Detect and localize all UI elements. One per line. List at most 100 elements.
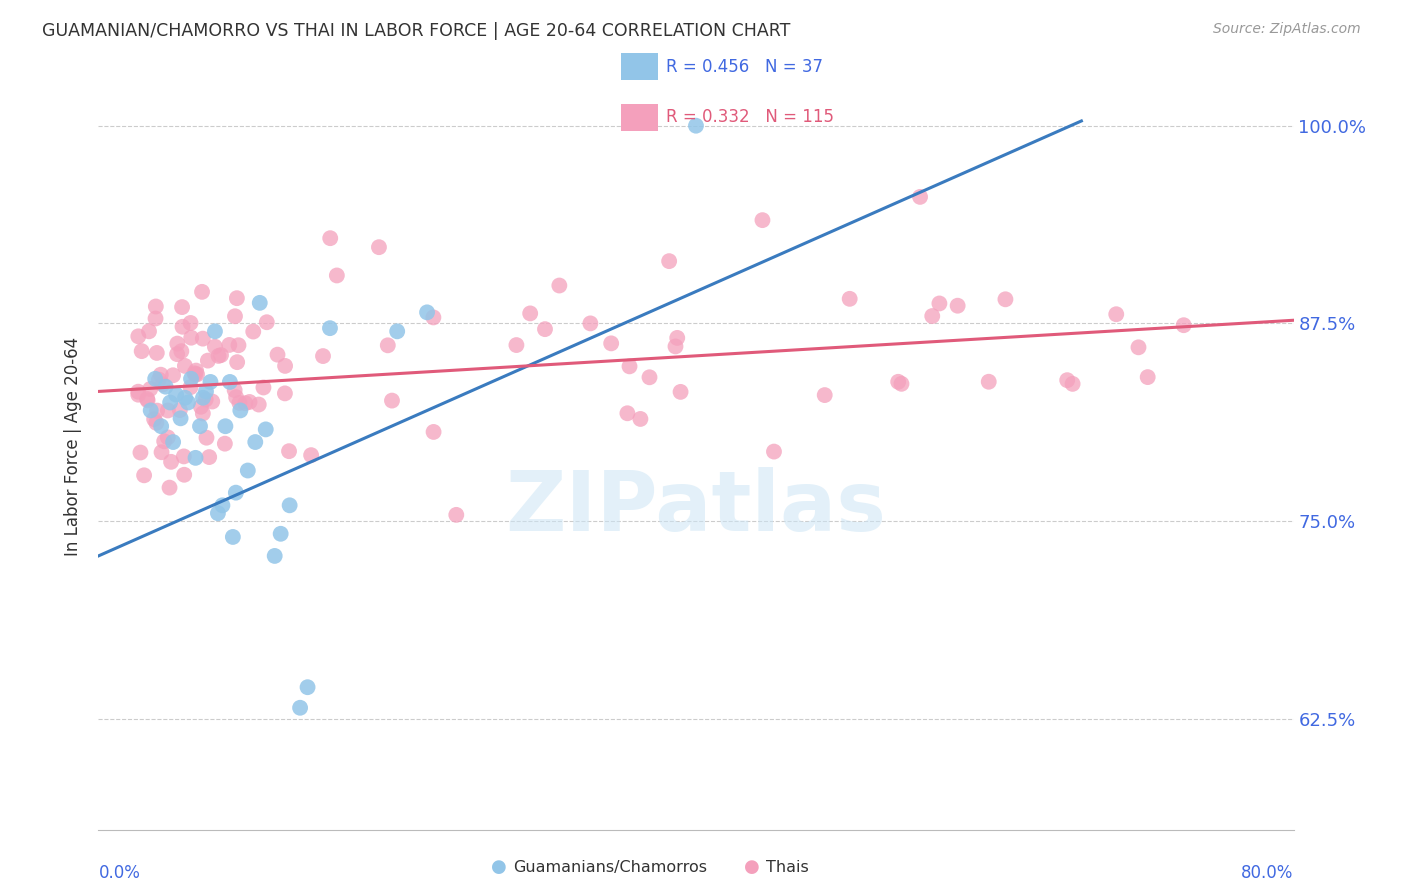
Point [153,434,176,449]
Point [169,403,191,417]
Point [505,338,527,352]
Point [921,309,943,323]
Point [226,355,249,369]
Point [166,336,188,351]
Point [214,419,236,434]
Point [225,291,247,305]
Point [299,448,322,462]
Point [156,430,179,444]
Point [416,305,439,319]
Point [236,463,259,477]
Point [143,372,166,386]
Text: Source: ZipAtlas.com: Source: ZipAtlas.com [1213,22,1361,37]
Point [177,395,200,409]
Point [173,450,195,464]
Point [238,395,260,409]
Point [143,412,166,426]
Text: 80.0%: 80.0% [1241,864,1294,882]
Point [129,445,152,459]
Y-axis label: In Labor Force | Age 20-64: In Labor Force | Age 20-64 [65,336,83,556]
Point [312,349,335,363]
Point [762,444,785,458]
Point [200,375,222,389]
Point [219,375,242,389]
Point [195,431,218,445]
Point [1136,370,1159,384]
Point [188,419,211,434]
Point [229,403,252,417]
Point [131,344,153,359]
Point [186,368,208,382]
Point [180,316,202,330]
Point [160,455,183,469]
Text: Guamanians/Chamorros: Guamanians/Chamorros [513,860,707,874]
Point [191,391,214,405]
Point [225,485,247,500]
Point [172,319,194,334]
Point [194,392,217,407]
Point [184,450,207,465]
Point [319,231,342,245]
Point [222,530,245,544]
Point [616,406,638,420]
Point [579,317,602,331]
Point [184,368,207,382]
Point [138,324,160,338]
Point [224,310,246,324]
Point [887,375,910,389]
Point [685,119,707,133]
Point [201,394,224,409]
Point [385,324,409,338]
Point [600,336,623,351]
Point [814,388,837,402]
Point [155,380,177,394]
Point [669,384,692,399]
Point [207,506,229,520]
Point [666,331,689,345]
Text: R = 0.456   N = 37: R = 0.456 N = 37 [666,58,824,76]
Point [249,296,271,310]
Point [1105,307,1128,321]
Point [534,322,557,336]
Text: GUAMANIAN/CHAMORRO VS THAI IN LABOR FORCE | AGE 20-64 CORRELATION CHART: GUAMANIAN/CHAMORRO VS THAI IN LABOR FORC… [42,22,790,40]
Point [198,450,221,464]
Point [245,435,267,450]
Point [228,396,250,410]
Point [150,445,173,459]
Point [946,299,969,313]
Point [263,549,285,563]
Point [180,380,202,394]
Point [127,387,149,401]
Point [266,348,288,362]
Point [190,400,212,414]
Text: R = 0.332   N = 115: R = 0.332 N = 115 [666,108,834,126]
Point [156,403,179,417]
Point [274,386,297,401]
Point [159,395,181,409]
Point [319,321,342,335]
Point [751,213,773,227]
Point [148,373,170,387]
Point [136,392,159,406]
Point [191,285,214,299]
Point [197,353,219,368]
Point [165,387,187,401]
Point [132,468,155,483]
Point [191,407,214,421]
Point [908,190,931,204]
Point [172,300,194,314]
Point [278,444,301,458]
Point [254,422,277,436]
Point [183,367,205,381]
Point [422,310,444,325]
Point [211,498,233,512]
Point [173,467,195,482]
Point [139,403,162,417]
Point [195,384,218,399]
Point [166,347,188,361]
Point [274,359,297,373]
Point [127,384,149,399]
Point [145,416,167,430]
Point [180,372,202,386]
Point [326,268,349,283]
